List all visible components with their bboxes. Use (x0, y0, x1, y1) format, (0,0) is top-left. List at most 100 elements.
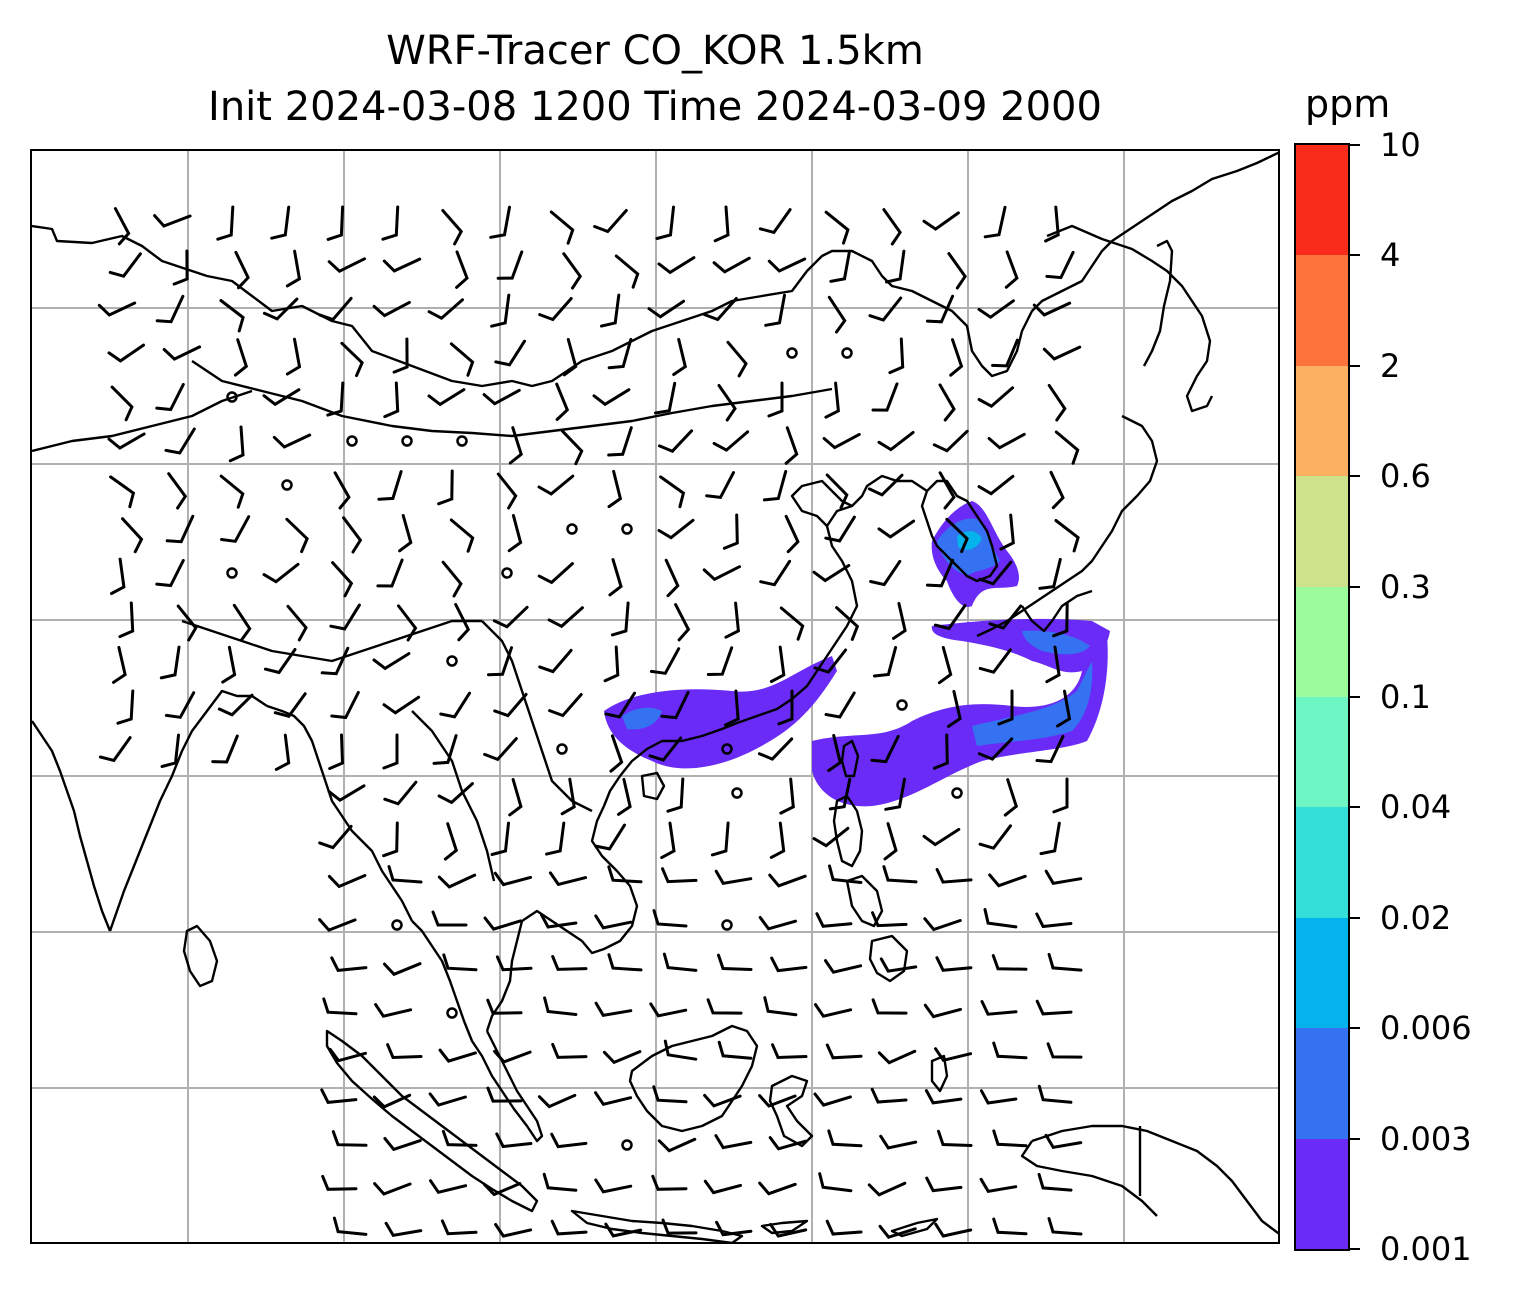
wind-barb (652, 1085, 688, 1104)
wind-barb (867, 1181, 907, 1197)
wind-barb (879, 957, 918, 973)
wind-barb (878, 1224, 917, 1239)
wind-barb (372, 300, 411, 318)
wind-barb (321, 1174, 358, 1191)
colorbar-tick-label: 2 (1380, 346, 1401, 385)
wind-barb (320, 1088, 358, 1104)
wind-barb (594, 1091, 633, 1107)
colorbar-segment (1296, 365, 1348, 477)
wind-barb (382, 821, 399, 858)
coastline-india-west (32, 720, 112, 932)
wind-barb (702, 565, 741, 582)
coastline-philippines-visayas (845, 874, 884, 928)
wind-barb (538, 648, 573, 674)
wind-barb (763, 996, 798, 1017)
wind-barb (508, 778, 523, 817)
wind-barb (116, 689, 135, 725)
wind-barb (706, 998, 743, 1015)
plume-outer-central (812, 636, 1108, 807)
wind-barb (263, 648, 297, 675)
wind-barb (562, 338, 578, 377)
calm-wind-circle (346, 435, 358, 447)
wind-barb (764, 293, 786, 327)
wind-barb (654, 381, 677, 415)
wind-barb (1035, 912, 1073, 929)
wind-barb (784, 514, 800, 554)
wind-barb (1056, 689, 1072, 728)
wind-barb (882, 208, 902, 246)
wind-barb (432, 734, 458, 765)
wind-barb (932, 733, 949, 770)
colorbar-tick-mark (1350, 1027, 1360, 1030)
wind-barb (824, 515, 856, 543)
calm-wind-circle (456, 435, 468, 447)
wind-barb (327, 784, 366, 803)
wind-barb (449, 342, 475, 377)
map-panel[interactable] (30, 149, 1280, 1244)
wind-barb (828, 864, 863, 884)
wind-barb (672, 337, 688, 376)
wind-barb (617, 777, 632, 816)
wind-barb (661, 867, 698, 884)
calm-wind-circle (951, 787, 963, 799)
wind-barb (835, 606, 860, 641)
wind-barb (1047, 1217, 1083, 1236)
wind-barb (97, 301, 137, 317)
wind-barb (717, 953, 753, 971)
wind-barb (449, 518, 475, 553)
wind-barb (330, 691, 360, 720)
wind-barb (825, 1219, 863, 1236)
wind-barb (549, 210, 575, 245)
wind-barb (769, 821, 786, 859)
coastline-vietnam (581, 805, 639, 955)
wind-barb (107, 343, 145, 363)
wind-barb (273, 692, 307, 719)
wind-barb (274, 733, 291, 771)
wind-barb (1044, 1133, 1083, 1150)
wind-barb (331, 561, 354, 598)
colorbar-segment (1296, 255, 1348, 366)
wind-barb (983, 205, 1007, 239)
wind-barb (648, 736, 683, 762)
wind-barb (384, 1221, 423, 1238)
wind-barb (871, 998, 908, 1015)
wind-barb (382, 257, 422, 273)
wind-barb (947, 689, 962, 728)
wind-barb (885, 249, 906, 284)
coastline-india-east (108, 689, 268, 932)
wind-barb (1046, 1042, 1083, 1059)
wind-barb (155, 383, 185, 412)
wind-barb (551, 955, 588, 971)
coastline-sri-lanka (182, 924, 219, 988)
wind-barb (441, 1129, 478, 1147)
coastline-bohai (790, 479, 853, 527)
coastline-sumatra (325, 1029, 539, 1213)
coastline-timor (890, 1217, 939, 1238)
wind-barb (1052, 777, 1069, 814)
wind-barb (486, 1086, 523, 1103)
wind-barb (657, 1137, 697, 1153)
colorbar-tick-mark (1350, 1137, 1360, 1140)
wind-barb (594, 823, 626, 851)
wind-barb (438, 1048, 477, 1063)
wind-barb (374, 1003, 413, 1018)
wind-barb (877, 519, 916, 539)
wind-barb (372, 1093, 412, 1109)
wind-barb (493, 871, 532, 887)
wind-barb (888, 337, 905, 375)
wind-barb (949, 338, 964, 377)
wind-barb (935, 956, 973, 972)
wind-barb (153, 214, 192, 228)
wind-barb (1038, 557, 1062, 590)
wind-barb (228, 425, 245, 463)
wind-barb (873, 646, 898, 678)
wind-barb (871, 382, 899, 412)
coastlines (32, 151, 1278, 1242)
wind-barb (482, 1182, 522, 1197)
wind-barb (332, 1216, 368, 1236)
wind-barb (98, 736, 132, 763)
wind-barb (318, 296, 353, 322)
wind-barb (938, 383, 956, 422)
wind-barb (607, 865, 643, 884)
wind-barb (717, 384, 737, 422)
